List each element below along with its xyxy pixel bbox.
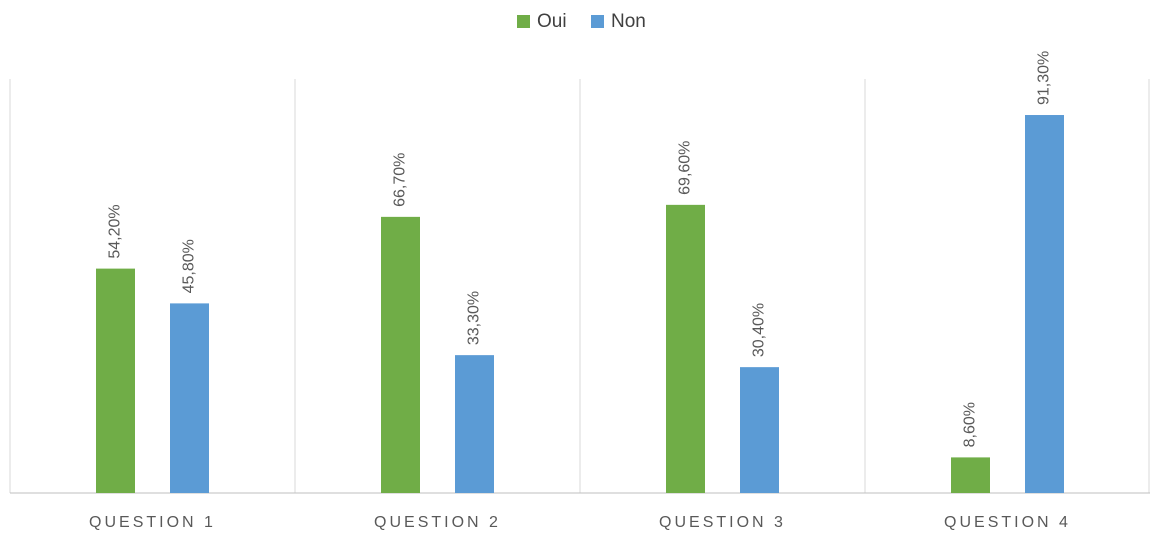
x-tick-label: QUESTION 2 <box>374 514 501 531</box>
data-label: 8,60% <box>962 402 979 447</box>
bar <box>1025 115 1064 493</box>
bar <box>951 457 990 493</box>
legend-label: Oui <box>537 11 567 32</box>
data-label: 45,80% <box>181 239 198 293</box>
bar <box>170 303 209 493</box>
data-label: 54,20% <box>107 204 124 258</box>
x-tick-label: QUESTION 3 <box>659 514 786 531</box>
bar <box>381 216 420 493</box>
legend-swatch <box>517 15 530 28</box>
data-label: 91,30% <box>1036 51 1053 105</box>
x-tick-label: QUESTION 1 <box>89 514 216 531</box>
x-tick-label: QUESTION 4 <box>944 514 1071 531</box>
legend-label: Non <box>611 11 646 32</box>
data-label: 69,60% <box>677 141 694 195</box>
legend-swatch <box>591 15 604 28</box>
data-label: 66,70% <box>392 153 409 207</box>
data-label: 30,40% <box>751 303 768 357</box>
bar <box>96 268 135 493</box>
bar <box>455 355 494 493</box>
bar <box>740 367 779 493</box>
data-label: 33,30% <box>466 291 483 345</box>
bar <box>666 204 705 493</box>
